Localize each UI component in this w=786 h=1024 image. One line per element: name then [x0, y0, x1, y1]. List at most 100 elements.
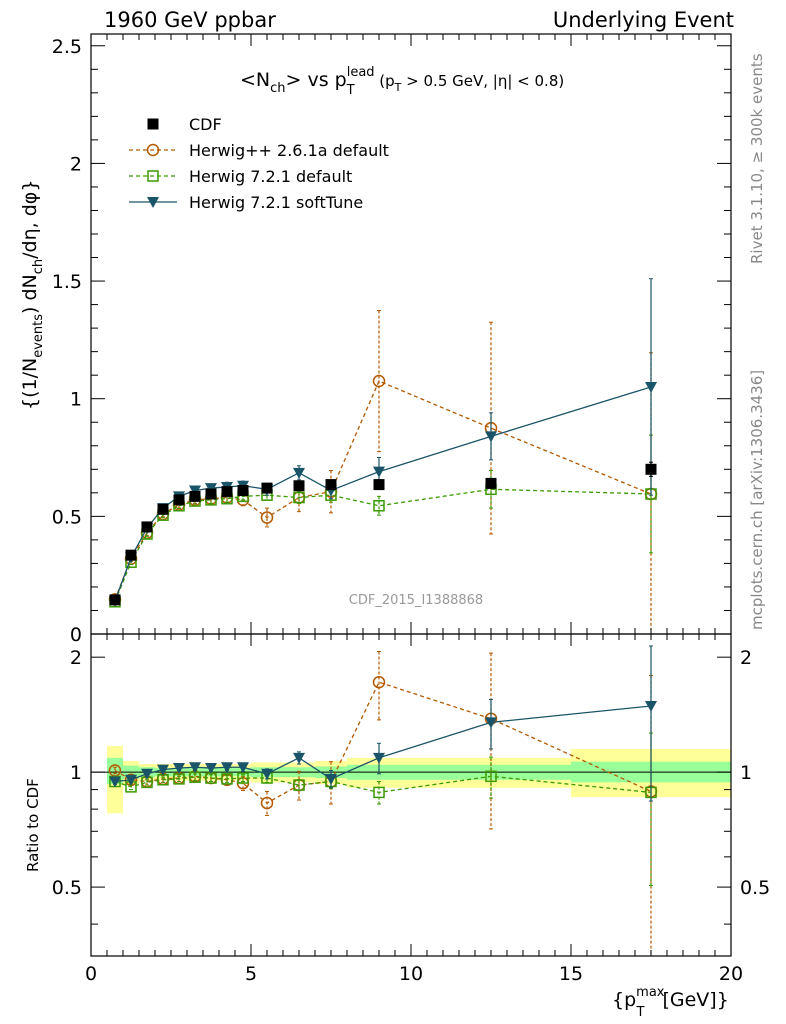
ratio-series-1-point-7 — [221, 773, 233, 785]
ratio-series-0-point-12 — [372, 675, 386, 689]
main-ytick-label-2: 1 — [70, 389, 82, 411]
ylabel-c: /dη, dφ} — [19, 180, 41, 259]
title-pt-sup: lead — [347, 65, 375, 80]
ratio-series-2-point-11 — [325, 773, 337, 785]
main-series-0-point-2 — [141, 521, 153, 533]
legend-marker-0 — [147, 118, 159, 130]
main-series-3-point-14 — [645, 381, 657, 393]
ratio-series-1-point-10 — [293, 779, 305, 791]
main-series-3-point-13 — [485, 431, 497, 443]
axes-layer: 0 5 10 15 20 0 0.5 1 1.5 2 2.5 0.5 0.5 1 1 2 2 — [52, 33, 770, 985]
ratio-series-1-point-12 — [373, 786, 385, 799]
xlabel-b: [GeV]} — [656, 989, 728, 1011]
legend-label-2: Herwig 7.2.1 default — [189, 167, 352, 186]
main-series-0-point-8 — [237, 484, 249, 496]
main-series-0-point-3 — [157, 503, 169, 515]
ratio-series-2-point-9 — [261, 768, 273, 780]
main-ylabel: {(1/Nevents) dNch/dη, dφ} — [19, 180, 46, 410]
main-ytick-label-0: 0 — [70, 624, 82, 646]
x-tick-label-4: 20 — [719, 963, 743, 985]
main-series-0-point-6 — [205, 488, 217, 500]
main-ytick-label-3: 1.5 — [52, 271, 82, 293]
main-series-0-point-9 — [261, 482, 273, 494]
main-series-layer — [108, 278, 658, 635]
main-ytick-label-5: 2.5 — [52, 36, 82, 58]
ratio-ytick-label-left-0: 0.5 — [52, 877, 82, 899]
ylabel-a-sub: events — [31, 314, 46, 358]
ratio-ylabel: Ratio to CDF — [24, 778, 42, 872]
main-series-3-point-12 — [373, 466, 385, 478]
ratio-series-1-point-13 — [485, 770, 497, 783]
main-series-0-point-12 — [373, 479, 385, 491]
main-title: <Nch> vs plead T (pT > 0.5 GeV, |η| < 0.8… — [240, 65, 564, 98]
ratio-series-2-point-1 — [125, 774, 137, 786]
main-series-0-point-1 — [125, 549, 137, 561]
main-series-0-point-0 — [109, 594, 121, 606]
title-pt-sub: T — [346, 83, 355, 98]
title-n-sub: ch — [270, 81, 285, 96]
ylabel-b-sub: ch — [31, 259, 46, 274]
x-tick-label-2: 10 — [399, 963, 423, 985]
main-series-0-point-10 — [293, 480, 305, 492]
title-n: <N — [240, 69, 270, 91]
ratio-series-2-point-4 — [173, 763, 185, 775]
title-vs: > vs p — [286, 69, 347, 91]
legend-marker-2 — [147, 170, 159, 182]
ratio-series-layer — [108, 645, 658, 957]
ratio-series-2-point-14 — [645, 700, 657, 712]
ratio-ytick-label-right-1: 1 — [740, 762, 752, 784]
main-series-0-point-5 — [189, 490, 201, 502]
ylabel-a: {(1/N — [19, 358, 41, 410]
title-cut-close: > 0.5 GeV, |η| < 0.8) — [401, 72, 564, 90]
header-left: 1960 GeV ppbar — [104, 8, 276, 32]
ratio-series-2-point-7 — [221, 762, 233, 774]
ratio-series-2-point-8 — [237, 762, 249, 774]
main-series-0-point-4 — [173, 494, 185, 506]
ylabel-b: ) dN — [19, 274, 41, 314]
main-series-2-line — [114, 488, 652, 603]
title-cut-sub: T — [394, 81, 402, 94]
legend: CDF Herwig++ 2.6.1a default Herwig 7.2.1 d… — [129, 115, 389, 212]
x-tick-label-0: 0 — [85, 963, 97, 985]
legend-marker-3 — [147, 197, 159, 208]
ratio-series-2-point-2 — [141, 768, 153, 780]
ratio-series-2-point-5 — [189, 762, 201, 774]
main-series-0-point-7 — [221, 486, 233, 498]
main-series-3-point-10 — [293, 467, 305, 479]
x-tick-label-1: 5 — [245, 963, 257, 985]
ratio-ytick-label-right-2: 2 — [740, 647, 752, 669]
main-series-0-point-11 — [325, 479, 337, 491]
main-series-1-point-12 — [372, 374, 386, 388]
main-series-0-point-14 — [645, 463, 657, 475]
ratio-series-2-point-6 — [205, 763, 217, 775]
legend-label-1: Herwig++ 2.6.1a default — [189, 141, 389, 160]
x-tick-label-3: 15 — [559, 963, 583, 985]
xlabel-sub: T — [635, 1005, 644, 1020]
ratio-series-2-point-3 — [157, 764, 169, 776]
xlabel: {pmax T [GeV]} — [612, 985, 729, 1020]
xlabel-a: {p — [612, 989, 636, 1011]
ratio-ytick-label-left-2: 2 — [70, 647, 82, 669]
main-series-2-point-10 — [293, 491, 305, 504]
main-ytick-label-4: 2 — [70, 153, 82, 175]
main-series-1-point-9 — [260, 511, 274, 524]
main-ytick-label-1: 0.5 — [52, 506, 82, 528]
title-cut: (p — [375, 72, 395, 90]
analysis-watermark: CDF_2015_I1388868 — [349, 593, 483, 608]
ratio-series-2-point-13 — [485, 717, 497, 729]
legend-label-3: Herwig 7.2.1 softTune — [189, 193, 363, 212]
ratio-ytick-label-right-0: 0.5 — [740, 877, 770, 899]
xlabel-sup: max — [636, 985, 665, 1000]
ratio-series-0-point-9 — [260, 796, 274, 810]
legend-label-0: CDF — [189, 115, 222, 134]
ratio-series-2-point-12 — [373, 752, 385, 764]
main-frame — [90, 33, 732, 635]
ratio-series-2-point-10 — [293, 752, 305, 764]
ratio-series-2-point-0 — [109, 776, 121, 788]
main-series-2-point-12 — [373, 500, 385, 512]
header-right: Underlying Event — [552, 8, 734, 32]
main-series-0-point-13 — [485, 477, 497, 489]
ratio-ytick-label-left-1: 1 — [70, 762, 82, 784]
legend-marker-1 — [146, 143, 160, 157]
